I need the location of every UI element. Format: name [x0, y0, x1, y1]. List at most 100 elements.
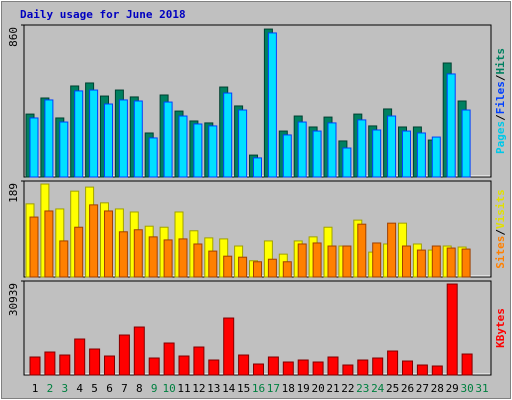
bar	[133, 326, 145, 376]
x-tick-label: 28	[431, 382, 444, 395]
legend-entry: Files	[494, 81, 507, 114]
bar	[148, 236, 158, 278]
bar	[416, 364, 428, 376]
bar	[357, 119, 367, 178]
bar	[387, 350, 399, 376]
bar	[357, 359, 369, 376]
bar	[148, 137, 158, 178]
x-tick-label: 23	[356, 382, 369, 395]
bar	[178, 115, 188, 178]
x-tick-label: 15	[237, 382, 250, 395]
bar	[461, 109, 471, 178]
bar	[208, 125, 218, 178]
bar	[59, 121, 69, 178]
bar	[74, 90, 84, 178]
bar	[29, 216, 39, 278]
bar	[446, 247, 456, 278]
x-tick-label: 19	[297, 382, 310, 395]
x-tick-label: 5	[91, 382, 98, 395]
bar	[416, 249, 426, 278]
x-tick-label: 14	[222, 382, 236, 395]
bar	[372, 357, 384, 376]
bar	[208, 359, 220, 376]
legend-separator: /	[494, 229, 507, 236]
bar	[44, 210, 54, 278]
legend-entry: Pages	[494, 121, 507, 154]
bar	[118, 99, 128, 178]
bar	[118, 334, 130, 376]
bar	[253, 363, 264, 376]
x-tick-label: 9	[151, 382, 158, 395]
bar	[402, 360, 413, 376]
x-tick-label: 17	[267, 382, 280, 395]
x-tick-label: 10	[162, 382, 175, 395]
chart-title: Daily usage for June 2018	[20, 8, 186, 21]
bar	[104, 103, 113, 178]
x-tick-label: 20	[311, 382, 324, 395]
bar	[89, 89, 99, 178]
legend-separator: /	[494, 114, 507, 121]
bar	[312, 242, 322, 278]
legend-entry: Sites	[494, 236, 507, 269]
x-tick-label: 27	[416, 382, 429, 395]
bar	[44, 351, 56, 376]
bar	[163, 239, 173, 278]
x-tick-label: 13	[207, 382, 220, 395]
bar	[387, 115, 397, 178]
bar	[431, 245, 441, 278]
bar	[44, 99, 54, 178]
x-tick-label: 26	[401, 382, 414, 395]
legend-separator: /	[494, 74, 507, 81]
bar	[178, 355, 190, 376]
bar	[282, 361, 294, 376]
legend-entry: Visits	[494, 189, 507, 229]
bar	[193, 123, 203, 178]
bar	[74, 338, 86, 376]
bar	[431, 365, 443, 376]
bar	[133, 100, 143, 178]
bar	[327, 122, 337, 178]
x-tick-label: 16	[252, 382, 265, 395]
x-tick-label: 31	[475, 382, 488, 395]
bar	[104, 210, 113, 278]
bar	[312, 130, 322, 178]
bar	[29, 117, 39, 178]
bar	[74, 226, 84, 278]
bar	[327, 356, 339, 376]
bar	[402, 245, 411, 278]
bar	[208, 250, 218, 278]
bar	[387, 222, 397, 278]
bar	[267, 32, 277, 178]
x-tick-label: 24	[371, 382, 385, 395]
bar	[193, 346, 205, 376]
bar	[416, 132, 426, 178]
bar	[446, 283, 458, 376]
bar	[238, 256, 248, 278]
bar	[178, 238, 188, 278]
bar	[297, 359, 309, 376]
x-tick-label: 4	[76, 382, 83, 395]
bar	[461, 353, 473, 376]
bar	[59, 240, 69, 278]
bar	[297, 121, 307, 178]
x-tick-label: 29	[446, 382, 459, 395]
bar	[238, 354, 250, 376]
bar	[133, 229, 143, 278]
bar	[89, 348, 101, 376]
legend-entry: Hits	[494, 48, 507, 75]
x-tick-label: 1	[32, 382, 39, 395]
y-tick-label: 30939	[7, 283, 20, 316]
bar	[59, 354, 71, 376]
x-tick-label: 18	[282, 382, 295, 395]
bar	[342, 245, 352, 278]
x-tick-label: 30	[460, 382, 473, 395]
bar	[402, 130, 411, 178]
x-tick-label: 12	[192, 382, 205, 395]
bar	[282, 261, 292, 278]
bar	[253, 157, 262, 178]
y-tick-label: 189	[7, 183, 20, 203]
bar	[163, 342, 175, 376]
bar	[223, 92, 233, 178]
bar	[312, 361, 324, 376]
